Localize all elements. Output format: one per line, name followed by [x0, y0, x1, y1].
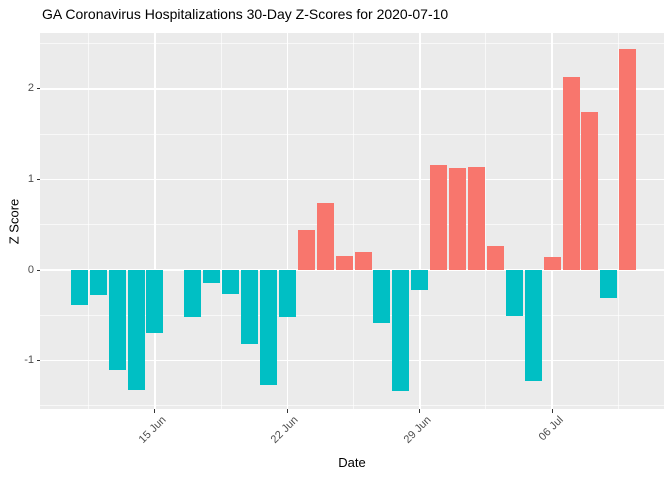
x-gridline-minor — [353, 33, 355, 409]
y-tick-mark — [36, 269, 40, 271]
y-gridline-minor — [40, 314, 664, 316]
bar-2020-06-15 — [146, 270, 164, 334]
x-gridline-minor — [88, 33, 90, 409]
bar-2020-06-17 — [184, 270, 202, 318]
x-gridline-minor — [617, 33, 619, 409]
y-gridline-major — [40, 359, 664, 362]
bar-2020-06-30 — [430, 164, 448, 270]
bar-2020-07-07 — [562, 77, 580, 270]
y-axis-title: Z Score — [6, 198, 22, 245]
bar-2020-06-26 — [354, 251, 372, 270]
y-gridline-major — [40, 269, 664, 271]
x-tick-label: 22 Jun — [269, 414, 301, 446]
bar-2020-06-25 — [335, 256, 353, 270]
bar-2020-06-23 — [297, 230, 315, 270]
y-tick-label: 2 — [27, 82, 34, 95]
x-tick-mark — [286, 409, 288, 413]
y-gridline-minor — [40, 43, 664, 44]
y-tick-label: -1 — [24, 354, 34, 367]
bar-2020-07-05 — [524, 270, 542, 381]
x-tick-mark — [154, 409, 156, 413]
bar-2020-06-18 — [203, 270, 221, 283]
bar-2020-06-28 — [392, 270, 410, 392]
x-tick-label: 06 Jul — [536, 414, 566, 444]
bar-2020-06-27 — [373, 270, 391, 323]
bar-2020-06-24 — [316, 202, 334, 270]
y-gridline-major — [40, 88, 664, 90]
x-gridline-minor — [485, 33, 487, 409]
y-tick-label: 1 — [27, 172, 34, 185]
chart-title: GA Coronavirus Hospitalizations 30-Day Z… — [42, 6, 449, 22]
bar-2020-07-09 — [600, 270, 618, 299]
bar-2020-06-29 — [411, 270, 429, 290]
x-gridline-major — [419, 33, 421, 409]
x-tick-label: 29 Jun — [401, 414, 434, 446]
bar-2020-07-01 — [449, 167, 467, 270]
plot-panel — [40, 33, 664, 409]
bar-2020-07-08 — [581, 112, 599, 270]
bar-2020-06-22 — [278, 270, 296, 318]
y-tick-mark — [36, 360, 40, 362]
x-gridline-major — [551, 33, 553, 409]
bar-2020-07-03 — [486, 246, 504, 270]
bar-2020-06-20 — [241, 270, 259, 345]
bar-2020-06-19 — [222, 270, 240, 294]
bar-2020-07-06 — [543, 257, 561, 270]
bar-2020-07-04 — [505, 270, 523, 317]
x-tick-mark — [551, 409, 553, 413]
bar-2020-06-13 — [108, 270, 126, 370]
x-gridline-minor — [220, 33, 222, 409]
y-gridline-minor — [40, 224, 664, 226]
bar-2020-07-10 — [619, 48, 637, 270]
x-gridline-major — [154, 33, 156, 409]
x-axis-title: Date — [338, 455, 366, 470]
x-gridline-major — [286, 33, 289, 409]
bar-2020-07-02 — [467, 166, 485, 270]
y-tick-mark — [36, 178, 40, 180]
y-gridline-minor — [40, 405, 664, 407]
x-tick-label: 15 Jun — [136, 414, 169, 446]
bar-2020-06-12 — [89, 270, 107, 296]
bar-2020-06-21 — [259, 270, 277, 386]
bar-2020-06-14 — [127, 270, 145, 390]
y-tick-label: 0 — [27, 263, 34, 276]
y-gridline-major — [40, 178, 664, 181]
y-gridline-minor — [40, 133, 664, 135]
bar-2020-06-11 — [70, 270, 88, 306]
x-tick-mark — [419, 409, 421, 413]
y-tick-mark — [36, 88, 40, 90]
